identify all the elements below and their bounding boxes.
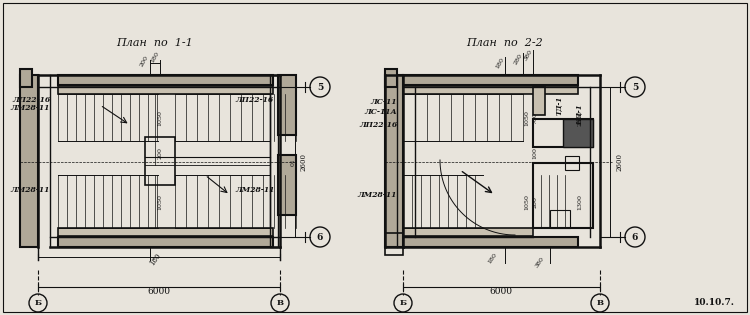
Text: 10.10.7.: 10.10.7. xyxy=(694,298,735,307)
Text: 200: 200 xyxy=(139,54,149,67)
Text: 200: 200 xyxy=(158,147,163,159)
Text: 1050: 1050 xyxy=(158,110,163,126)
Text: ЛМ28-11: ЛМ28-11 xyxy=(235,186,274,194)
Bar xyxy=(58,237,273,247)
Text: ЛМ28-11: ЛМ28-11 xyxy=(358,191,397,199)
Text: 01: 01 xyxy=(290,158,296,166)
Text: Б: Б xyxy=(34,299,41,307)
Text: 1050: 1050 xyxy=(524,194,530,210)
Text: 1300: 1300 xyxy=(578,194,583,210)
Text: 2600: 2600 xyxy=(615,153,623,171)
Text: 6: 6 xyxy=(316,232,323,242)
Bar xyxy=(58,86,273,94)
Text: 180: 180 xyxy=(495,57,506,69)
Text: НД-1: НД-1 xyxy=(576,105,584,125)
Bar xyxy=(270,75,278,247)
Bar xyxy=(403,237,578,247)
Text: План  по  1-1: План по 1-1 xyxy=(117,38,194,48)
Text: 2600: 2600 xyxy=(300,153,308,171)
Text: ЛС-11: ЛС-11 xyxy=(370,98,397,106)
Text: ЛМ28-11: ЛМ28-11 xyxy=(10,104,50,112)
Bar xyxy=(145,137,175,185)
Text: 5: 5 xyxy=(316,83,323,91)
Bar xyxy=(533,87,545,115)
Text: В: В xyxy=(596,299,604,307)
Text: План  по  2-2: План по 2-2 xyxy=(466,38,543,48)
Bar xyxy=(385,75,403,247)
Text: 700: 700 xyxy=(532,112,538,124)
Text: 380: 380 xyxy=(523,49,533,61)
Text: 6000: 6000 xyxy=(148,288,170,296)
Bar xyxy=(563,119,593,147)
Bar xyxy=(278,75,296,135)
Bar xyxy=(58,75,273,85)
Text: 2200: 2200 xyxy=(578,110,583,126)
Text: 6: 6 xyxy=(632,232,638,242)
Bar xyxy=(550,210,570,228)
Text: ЛП22-16: ЛП22-16 xyxy=(358,121,397,129)
Bar xyxy=(403,75,578,85)
Text: 180: 180 xyxy=(488,252,499,264)
Bar xyxy=(533,163,593,228)
Text: 5: 5 xyxy=(632,83,638,91)
Text: ЛП22-16: ЛП22-16 xyxy=(235,96,273,104)
Text: В: В xyxy=(277,299,284,307)
Text: 280: 280 xyxy=(513,53,523,66)
Text: 380: 380 xyxy=(535,256,545,268)
Bar xyxy=(403,86,578,94)
Text: Б: Б xyxy=(400,299,406,307)
Bar xyxy=(533,119,593,147)
Bar xyxy=(20,69,32,87)
Text: 6000: 6000 xyxy=(490,288,512,296)
Text: ЛМ28-11: ЛМ28-11 xyxy=(10,186,50,194)
Text: ЛС-11А: ЛС-11А xyxy=(364,108,397,116)
Text: 1050: 1050 xyxy=(524,110,530,126)
Bar xyxy=(565,156,579,170)
Bar xyxy=(385,69,397,87)
Text: 180: 180 xyxy=(150,50,160,63)
Bar xyxy=(403,228,533,236)
Text: 200: 200 xyxy=(532,196,538,208)
Text: 1050: 1050 xyxy=(158,194,163,210)
Bar xyxy=(20,75,38,247)
Bar xyxy=(385,233,403,255)
Text: 100: 100 xyxy=(532,147,538,159)
Bar xyxy=(58,228,273,236)
Text: 180: 180 xyxy=(148,251,162,267)
Text: ЛП22-16: ЛП22-16 xyxy=(12,96,50,104)
Bar xyxy=(278,155,296,215)
Text: ТД-1: ТД-1 xyxy=(556,95,564,115)
